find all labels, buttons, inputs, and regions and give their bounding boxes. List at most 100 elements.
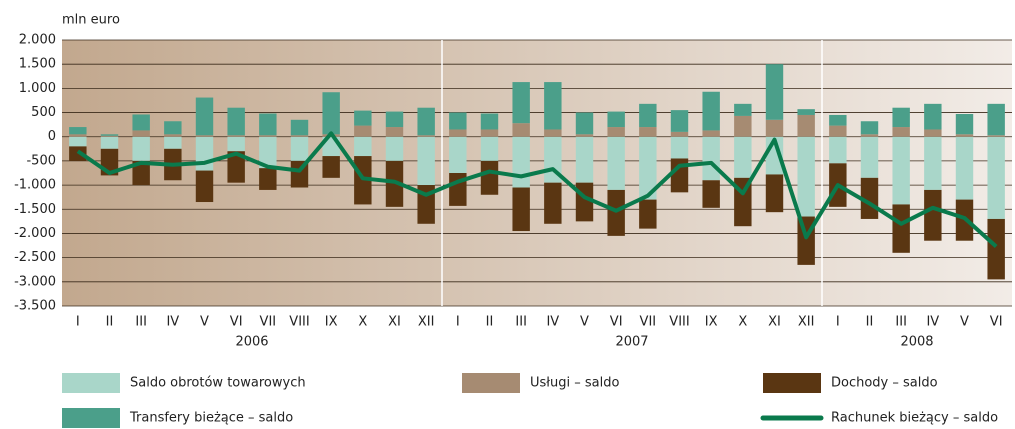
y-tick-label: -2.500 — [14, 250, 56, 265]
year-label: 2007 — [615, 335, 648, 350]
bar — [259, 113, 277, 136]
x-tick-label: XII — [798, 315, 815, 330]
bar — [924, 136, 942, 190]
bar — [354, 136, 372, 157]
bar — [417, 136, 435, 186]
bar — [132, 130, 150, 137]
bar — [354, 125, 372, 137]
y-tick-label: -2.000 — [14, 226, 56, 241]
x-tick-label: I — [456, 315, 460, 330]
bar — [797, 136, 815, 217]
bar — [670, 110, 689, 132]
x-tick-label: IV — [546, 315, 559, 330]
x-tick-label: XI — [768, 315, 781, 330]
bar — [480, 129, 499, 137]
bar — [544, 129, 562, 137]
y-tick-label: 2.000 — [19, 33, 56, 48]
bar — [607, 127, 625, 137]
bar — [259, 135, 277, 137]
x-tick-label: III — [895, 315, 907, 330]
bar — [734, 136, 752, 178]
bar — [892, 107, 910, 128]
bar — [417, 107, 435, 136]
x-tick-label: XI — [388, 315, 401, 330]
y-tick-label: 1.500 — [19, 57, 56, 72]
bar — [449, 112, 467, 130]
x-tick-label: III — [515, 315, 527, 330]
bar — [892, 127, 910, 137]
bar — [797, 114, 815, 137]
bar — [322, 92, 340, 135]
bar — [227, 151, 245, 183]
bar — [955, 136, 974, 200]
y-tick-label: -500 — [26, 153, 56, 168]
bar — [924, 129, 942, 137]
x-tick-label: X — [358, 315, 367, 330]
bar — [195, 170, 214, 203]
bar — [69, 134, 87, 137]
legend-swatch — [462, 373, 520, 393]
bar — [860, 177, 879, 219]
x-tick-label: IV — [166, 315, 179, 330]
bar — [797, 109, 815, 115]
bar — [575, 136, 594, 183]
bar — [987, 103, 1005, 136]
x-tick-label: II — [486, 315, 494, 330]
bar — [607, 136, 625, 190]
x-tick-label: IV — [926, 315, 939, 330]
bar — [227, 107, 245, 136]
bar — [829, 125, 847, 137]
bar — [860, 136, 879, 178]
bar — [924, 189, 942, 241]
bar — [385, 111, 404, 128]
bar — [480, 136, 499, 161]
bar — [924, 103, 942, 130]
bar — [987, 135, 1005, 137]
legend-swatch — [62, 373, 120, 393]
bar — [765, 119, 784, 137]
bar — [322, 156, 340, 178]
bar — [639, 136, 657, 200]
bar — [100, 135, 119, 137]
x-tick-label: VIII — [289, 315, 309, 330]
x-tick-label: X — [738, 315, 747, 330]
bar — [734, 103, 752, 116]
bar — [417, 135, 435, 137]
bar — [955, 113, 974, 135]
bar — [449, 136, 467, 173]
bar — [892, 204, 910, 253]
bar — [100, 134, 119, 136]
bar — [164, 136, 182, 149]
bar — [195, 136, 214, 171]
bar — [702, 91, 720, 131]
bar — [765, 64, 784, 120]
y-tick-label: -1.500 — [14, 202, 56, 217]
bar — [955, 134, 974, 137]
bar — [164, 121, 182, 135]
bar — [512, 187, 530, 232]
year-label: 2008 — [900, 335, 933, 350]
bar — [639, 199, 657, 229]
bar — [575, 112, 594, 135]
bar — [607, 189, 625, 236]
bar — [702, 130, 720, 137]
x-tick-label: VI — [990, 315, 1003, 330]
bar — [195, 97, 214, 136]
legend-label: Transfery bieżące – saldo — [129, 411, 293, 426]
x-tick-label: III — [135, 315, 147, 330]
x-tick-label: VII — [260, 315, 277, 330]
bar — [385, 160, 404, 207]
bar — [702, 180, 720, 208]
bar — [987, 136, 1005, 219]
legend-swatch — [763, 373, 821, 393]
bar — [765, 174, 784, 213]
bar — [259, 136, 277, 169]
y-axis-label: mln euro — [62, 13, 120, 28]
x-tick-label: II — [866, 315, 874, 330]
year-label: 2006 — [235, 335, 268, 350]
legend-label: Saldo obrotów towarowych — [130, 376, 306, 391]
bar — [164, 134, 182, 137]
x-tick-label: II — [106, 315, 114, 330]
bar — [132, 114, 150, 131]
